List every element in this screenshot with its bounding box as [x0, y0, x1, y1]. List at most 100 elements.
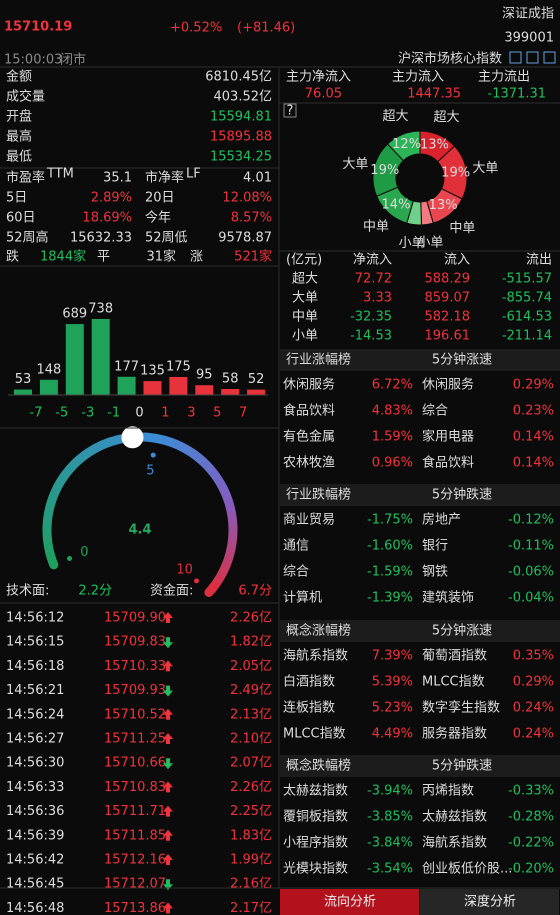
gauge-tick-label: 10	[176, 563, 193, 578]
slice-category: 中单	[363, 220, 389, 235]
gauge-arc	[204, 582, 218, 597]
stat-label: 最高	[6, 129, 32, 145]
gauge-knob	[121, 426, 144, 449]
gauge-arc	[189, 449, 201, 461]
section-header	[280, 484, 560, 506]
sector-name: 丙烯指数	[422, 784, 474, 799]
tick-price: 15710.66	[104, 756, 166, 771]
flow-cell: 582.18	[425, 310, 471, 325]
gauge-arc	[109, 435, 119, 447]
gauge-arc	[84, 445, 96, 458]
flow-cell: -32.35	[350, 310, 392, 325]
gauge-arc	[227, 538, 238, 547]
breadth-label: 跌	[6, 249, 19, 265]
slice-label: 19%	[441, 165, 470, 180]
tab[interactable]	[420, 889, 559, 915]
sector-pct: -0.04%	[508, 591, 554, 606]
slice-label: 19%	[370, 163, 399, 178]
bar	[247, 389, 266, 395]
sector-name: 食品饮料	[283, 403, 335, 419]
main-flow-label: 主力净流入	[286, 70, 351, 85]
gauge-value: 4.4	[128, 523, 151, 538]
ratio-label: 60日	[6, 211, 36, 226]
gauge-arc	[173, 439, 184, 451]
bar-label: 53	[15, 372, 32, 387]
sector-pct: -3.84%	[367, 836, 413, 851]
sector-name: 服务器指数	[422, 726, 487, 742]
tick-time: 14:56:42	[6, 853, 64, 868]
sector-name: 小程序指数	[283, 836, 348, 851]
gauge-arc	[226, 511, 237, 520]
sector-pct: -0.33%	[508, 784, 554, 799]
ratio-value: 2.89%	[91, 191, 132, 206]
bar-label: 135	[140, 364, 165, 379]
section-title: 行业跌幅榜	[286, 487, 351, 503]
sector-pct: 0.29%	[513, 378, 554, 393]
section-title: 概念涨幅榜	[286, 623, 351, 639]
ratio-value: 35.1	[103, 171, 132, 186]
ratio-label: 市盈率	[6, 170, 45, 186]
flow-header: (亿元)	[286, 253, 322, 268]
tick-arrow	[163, 902, 173, 914]
sector-pct: 4.49%	[372, 727, 413, 742]
breadth-flat: 31家	[146, 249, 176, 265]
sector-name: 覆铜板指数	[283, 810, 348, 825]
stat-value: 15534.25	[210, 150, 272, 165]
alert-icon[interactable]	[526, 51, 539, 64]
help: ?	[287, 104, 294, 119]
gauge-arc	[68, 458, 81, 470]
tick-amount: 1.99亿	[230, 853, 272, 868]
sector-pct: -0.28%	[508, 810, 554, 825]
tick-amount: 2.13亿	[230, 707, 272, 722]
flow-header: 流入	[444, 253, 470, 268]
gauge-arc	[219, 562, 231, 573]
sector-pct: -0.11%	[508, 539, 554, 554]
sector-pct: -0.20%	[508, 862, 554, 877]
gauge-arc	[224, 550, 235, 560]
sector-name: 钢铁	[422, 565, 448, 580]
gauge-arc	[204, 463, 216, 475]
tick-arrow	[163, 805, 173, 817]
change-pct: +0.52%	[170, 21, 222, 36]
sector-pct: -1.75%	[367, 513, 413, 528]
tick-amount: 2.10亿	[230, 732, 272, 747]
sector-name: 连板指数	[283, 700, 335, 716]
tick-amount: 2.26亿	[230, 611, 272, 626]
tick-time: 14:56:45	[6, 877, 64, 892]
edit-icon[interactable]	[509, 51, 522, 64]
slice-category: 大单	[342, 157, 368, 172]
slice-category: 小单	[399, 236, 425, 251]
slice-category: 大单	[472, 161, 498, 176]
stat-value: 15594.81	[210, 110, 272, 125]
main-flow-label: 主力流出	[478, 70, 530, 85]
tick-time: 14:56:21	[6, 683, 64, 698]
slice-label: 12%	[392, 137, 421, 152]
add-icon[interactable]	[543, 51, 556, 64]
tab-label: 流向分析	[324, 894, 376, 910]
sector-pct: -0.06%	[508, 565, 554, 580]
gauge-arc	[184, 445, 196, 458]
index-name: 深证成指	[502, 7, 554, 22]
tick-arrow	[163, 854, 173, 865]
sector-pct: 6.72%	[372, 378, 413, 393]
help-box[interactable]	[283, 103, 297, 118]
sector-pct: 0.24%	[513, 727, 554, 742]
stat-value: 6810.45亿	[205, 70, 272, 85]
flow-cell: 588.29	[425, 272, 471, 287]
breadth-up: 521家	[234, 249, 272, 265]
slice-category: 超大	[433, 110, 459, 125]
ratio-value: 15632.33	[70, 231, 132, 246]
tick-amount: 2.26亿	[230, 780, 272, 795]
sector-pct: 0.29%	[513, 675, 554, 690]
stat-label: 成交量	[6, 89, 45, 105]
tick-arrow	[163, 612, 173, 623]
pie-slice	[386, 130, 421, 162]
sector-name: 银行	[422, 539, 448, 554]
sector-name: 太赫兹指数	[283, 784, 348, 799]
score-value: 6.7分	[238, 584, 272, 599]
bar	[117, 376, 136, 395]
tab[interactable]	[280, 889, 419, 915]
gauge-arc	[73, 453, 85, 466]
gauge-arc	[60, 468, 72, 480]
tick-amount: 1.82亿	[230, 635, 272, 650]
